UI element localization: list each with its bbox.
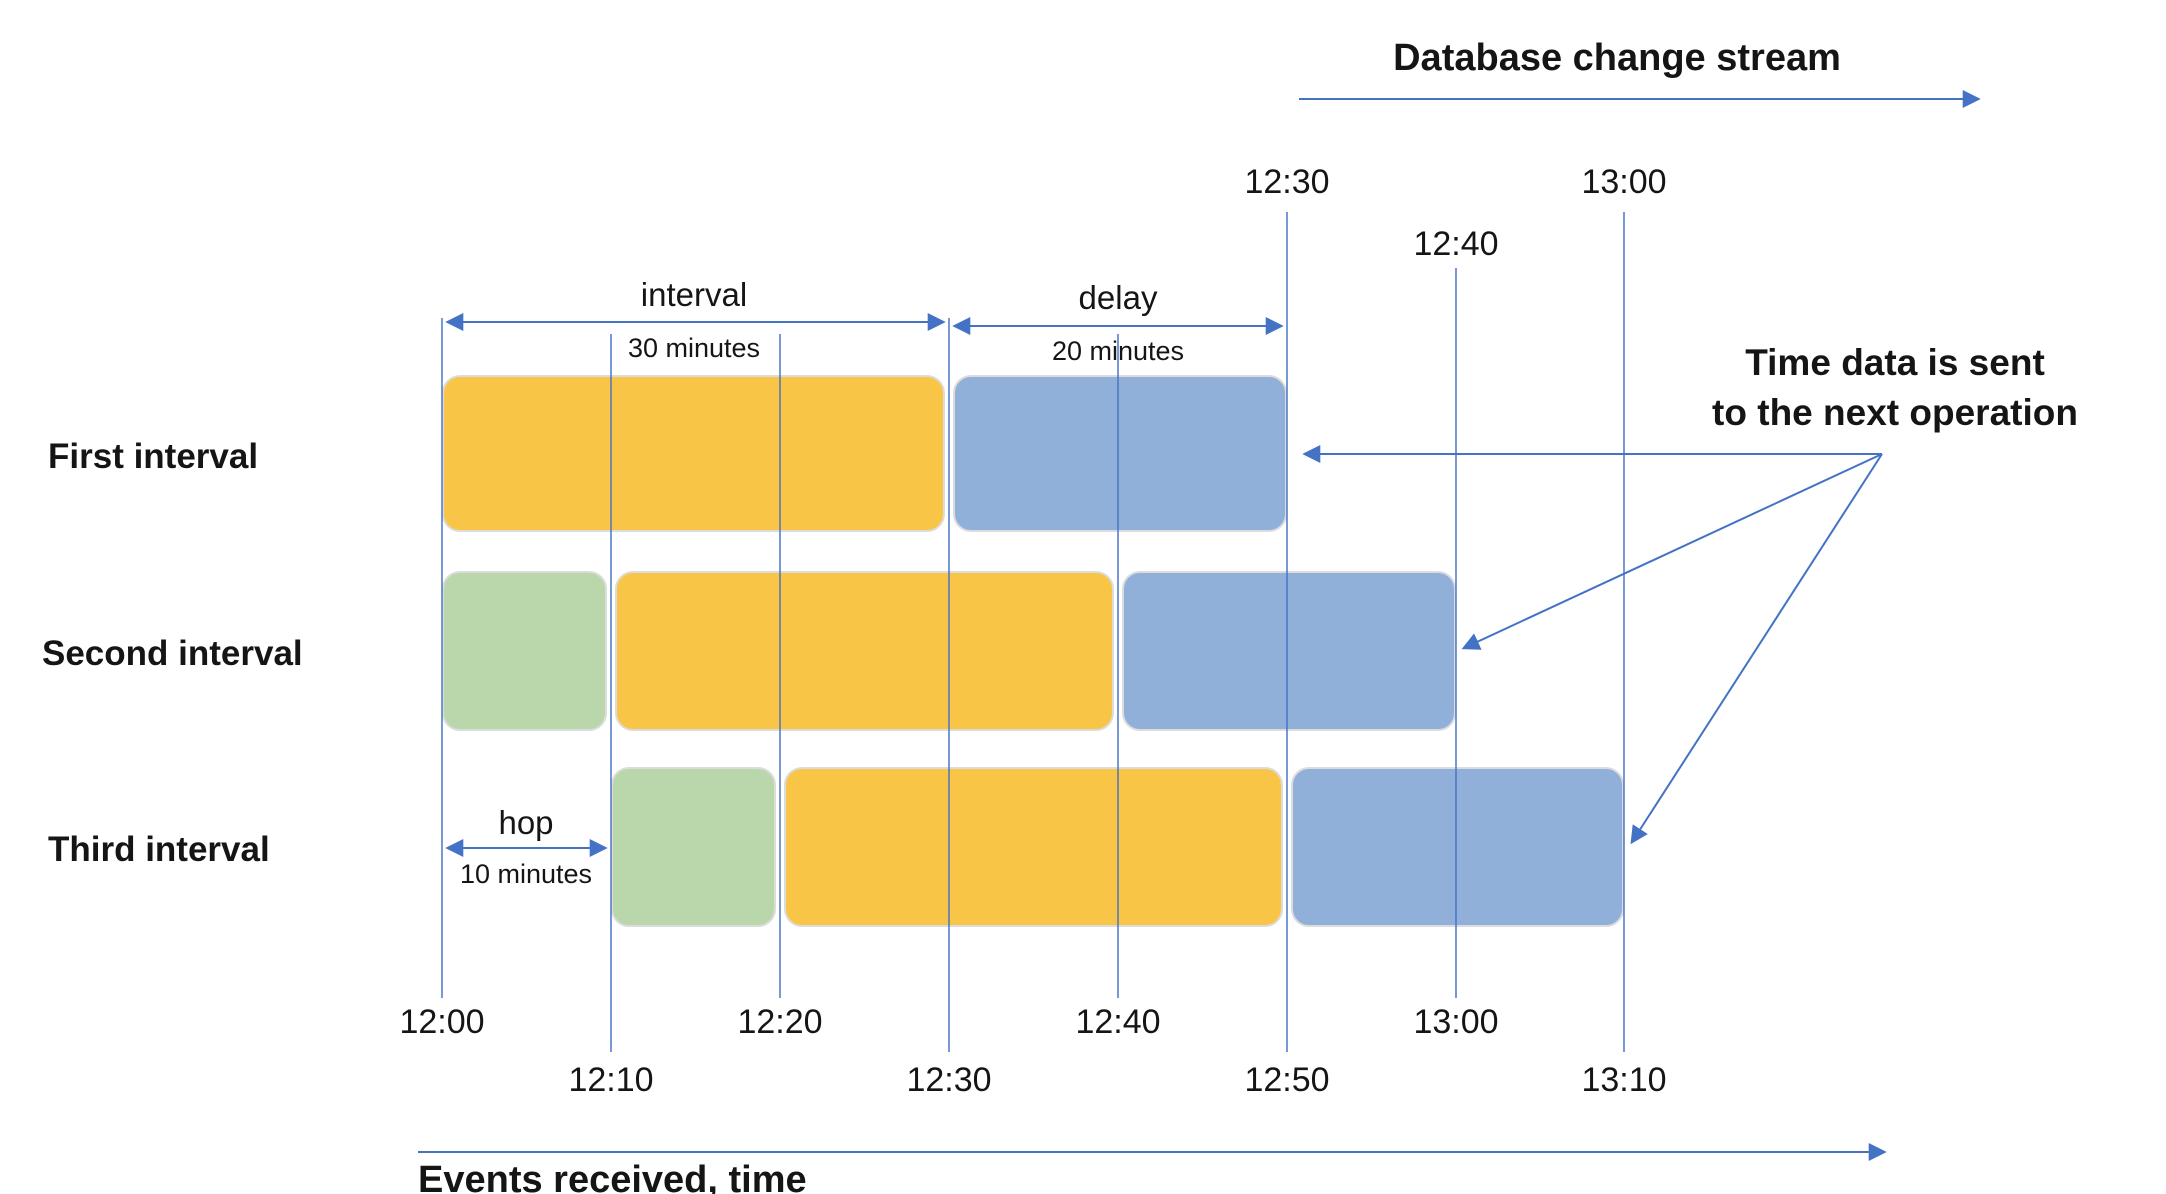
sent-note-line2: to the next operation (1712, 391, 2078, 433)
delay-annotation-duration: 20 minutes (1051, 336, 1185, 366)
stream-tick-label-12-40: 12:40 (1413, 225, 1499, 263)
row-label-first-interval: First interval (48, 437, 259, 476)
axis-tick-label-13-00: 13:00 (1413, 1003, 1499, 1041)
row-label-second-interval: Second interval (42, 634, 303, 673)
second-interval-delay-block (1122, 571, 1456, 731)
event-time-axis-label: Events received, time (418, 1159, 807, 1194)
stream-axis-label: Database change stream (1393, 37, 1841, 79)
row-label-third-interval: Third interval (48, 830, 270, 869)
delay-annotation-title: delay (1078, 279, 1158, 316)
sent-arrow-third-interval (1630, 453, 1883, 845)
hop-annotation-duration: 10 minutes (459, 859, 593, 889)
axis-tick-label-12-10: 12:10 (568, 1061, 654, 1099)
axis-tick-label-13-10: 13:10 (1581, 1061, 1667, 1099)
stream-tick-label-13-00: 13:00 (1581, 163, 1667, 201)
sent-note: Time data is sent to the next operation (1712, 338, 2078, 438)
first-interval-window-block (442, 375, 945, 532)
interval-annotation-title: interval (640, 276, 748, 313)
axis-tick-label-12-50: 12:50 (1244, 1061, 1330, 1099)
third-interval-delay-block (1291, 767, 1624, 927)
axis-tick-label-12-30: 12:30 (906, 1061, 992, 1099)
third-interval-hop-block (611, 767, 776, 927)
second-interval-window-block (615, 571, 1114, 731)
interval-annotation-duration: 30 minutes (627, 333, 761, 363)
first-interval-delay-block (953, 375, 1287, 532)
third-interval-window-block (784, 767, 1283, 927)
sent-arrow-second-interval (1461, 453, 1883, 650)
stream-tick-label-12-30: 12:30 (1244, 163, 1330, 201)
axis-tick-label-12-20: 12:20 (737, 1003, 823, 1041)
sent-note-line1: Time data is sent (1745, 342, 2045, 383)
axis-tick-label-12-00: 12:00 (399, 1003, 485, 1041)
second-interval-hop-block (442, 571, 607, 731)
axis-tick-label-12-40: 12:40 (1075, 1003, 1161, 1041)
hop-annotation-title: hop (498, 804, 554, 841)
